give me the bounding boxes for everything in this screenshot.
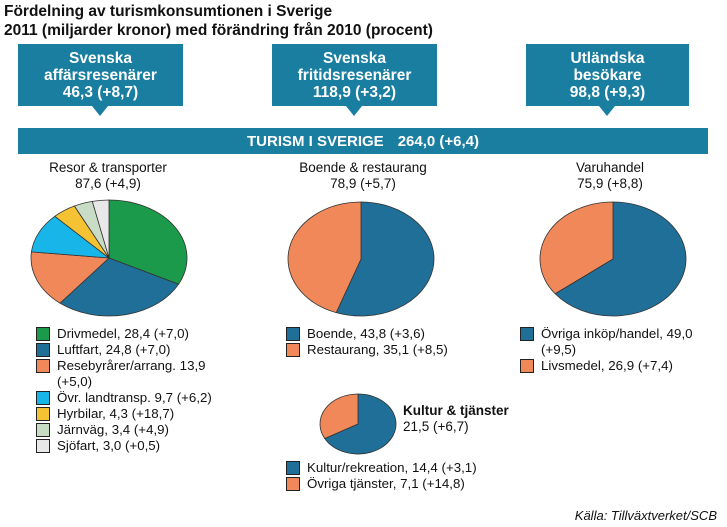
pie-slice [554,201,687,317]
legend-label: Boende, 43,8 (+3,6) [307,326,425,341]
legend-label: Resebyrårer/arrang. 13,9 (+5,0) [57,358,206,389]
legend-boende: Boende, 43,8 (+3,6) Restaurang, 35,1 (+8… [286,326,496,358]
legend-swatch [36,359,50,373]
box-label-1: Svenska [69,49,132,67]
group-heading-resor: Resor & transporter 87,6 (+4,9) [18,160,198,192]
legend-item: Hyrbilar, 4,3 (+18,7) [36,406,256,422]
legend-swatch [36,343,50,357]
box-value: 46,3 (+8,7) [62,83,139,101]
title-line-2: 2011 (miljarder kronor) med förändring f… [4,22,433,39]
legend-label: Kultur/rekreation, 14,4 (+3,1) [307,460,477,475]
pie-slice [324,393,397,455]
pie-slice [59,257,180,317]
legend-swatch [286,461,300,475]
legend-item: Sjöfart, 3,0 (+0,5) [36,438,256,454]
legend-label: Drivmedel, 28,4 (+7,0) [57,326,189,341]
down-arrow-icon [599,106,615,116]
title-line-1: Fördelning av turismkonsumtionen i Sveri… [4,3,333,20]
group-title: Resor & transporter [49,160,167,175]
legend-label: Sjöfart, 3,0 (+0,5) [57,438,161,453]
legend-resor: Drivmedel, 28,4 (+7,0) Luftfart, 24,8 (+… [36,326,256,454]
pie-slice [30,251,110,304]
pie-varuhandel [539,201,687,317]
legend-swatch [36,327,50,341]
legend-swatch [36,391,50,405]
total-value: 264,0 (+6,4) [397,132,479,150]
legend-swatch [36,407,50,421]
down-arrow-icon [92,106,108,116]
box-value: 118,9 (+3,2) [312,83,397,101]
pie-resor-transporter [30,199,188,317]
group-title: Varuhandel [575,160,645,175]
legend-item: Järnväg, 3,4 (+4,9) [36,422,256,438]
legend-item: Drivmedel, 28,4 (+7,0) [36,326,256,342]
pie-boende-restaurang [287,201,435,317]
legend-item: Restaurang, 35,1 (+8,5) [286,342,496,358]
legend-item: Övriga tjänster, 7,1 (+14,8) [286,476,546,492]
legend-label: Restaurang, 35,1 (+8,5) [307,342,448,357]
legend-label: Järnväg, 3,4 (+4,9) [57,422,169,437]
group-subtitle: 78,9 (+5,7) [330,176,396,191]
source-note: Källa: Tillväxtverket/SCB [574,508,717,523]
legend-swatch [286,343,300,357]
legend-swatch [520,359,534,373]
legend-item: Övr. landtransp. 9,7 (+6,2) [36,390,256,406]
legend-kultur: Kultur/rekreation, 14,4 (+3,1) Övriga tj… [286,460,546,492]
group-title: Kultur & tjänster [403,403,509,418]
box-fritidsresenarer: Svenska fritidsresenärer 118,9 (+3,2) [272,44,437,106]
legend-swatch [36,439,50,453]
legend-swatch [286,477,300,491]
legend-item: Livsmedel, 26,9 (+7,4) [520,358,715,374]
legend-varuhandel: Övriga inköp/handel, 49,0 (+9,5) Livsmed… [520,326,715,374]
legend-label: Luftfart, 24,8 (+7,0) [57,342,171,357]
legend-label: Hyrbilar, 4,3 (+18,7) [57,406,175,421]
group-subtitle: 75,9 (+8,8) [577,176,643,191]
legend-swatch [520,327,534,341]
group-heading-boende: Boende & restaurang 78,9 (+5,7) [268,160,458,192]
down-arrow-icon [346,106,362,116]
legend-label: Övriga tjänster, 7,1 (+14,8) [307,476,465,491]
legend-item: Boende, 43,8 (+3,6) [286,326,496,342]
legend-swatch [36,423,50,437]
total-label: TURISM I SVERIGE [247,132,384,150]
box-utlandska-besokare: Utländska besökare 98,8 (+9,3) [526,44,689,106]
group-heading-kultur: Kultur & tjänster 21,5 (+6,7) [403,403,553,435]
group-subtitle: 87,6 (+4,9) [75,176,141,191]
legend-item: Luftfart, 24,8 (+7,0) [36,342,256,358]
pie-slice [335,201,435,317]
chart-title: Fördelning av turismkonsumtionen i Sveri… [4,2,433,40]
box-label-1: Utländska [570,49,645,67]
group-heading-varuhandel: Varuhandel 75,9 (+8,8) [545,160,675,192]
legend-label: Övr. landtransp. 9,7 (+6,2) [57,390,212,405]
box-label-1: Svenska [323,49,386,67]
total-bar: TURISM I SVERIGE 264,0 (+6,4) [18,128,708,154]
legend-label: Livsmedel, 26,9 (+7,4) [541,358,673,373]
group-title: Boende & restaurang [299,160,427,175]
legend-item: Kultur/rekreation, 14,4 (+3,1) [286,460,546,476]
legend-item: Resebyrårer/arrang. 13,9 (+5,0) [36,358,256,390]
pie-slice [539,201,614,295]
box-label-2: besökare [573,66,642,84]
pie-slice [319,393,359,439]
pie-slice [91,199,110,259]
group-subtitle: 21,5 (+6,7) [403,419,469,434]
box-affarsresenarer: Svenska affärsresenärer 46,3 (+8,7) [18,44,183,106]
pie-slice [287,201,362,314]
box-label-2: fritidsresenärer [297,66,412,84]
box-value: 98,8 (+9,3) [569,83,646,101]
legend-item: Övriga inköp/handel, 49,0 (+9,5) [520,326,715,358]
legend-label: Övriga inköp/handel, 49,0 (+9,5) [541,326,693,357]
legend-swatch [286,327,300,341]
pie-slice [108,199,188,285]
pie-kultur-tjanster [319,393,397,455]
box-label-2: affärsresenärer [44,66,157,84]
